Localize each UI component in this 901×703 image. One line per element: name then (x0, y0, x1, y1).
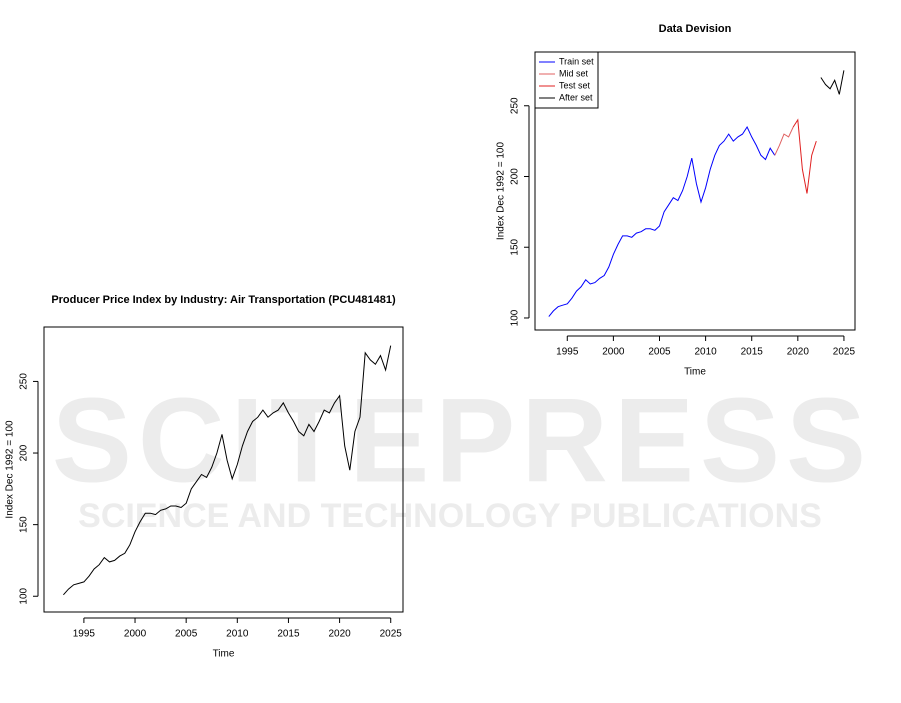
x-tick-label: 2020 (787, 347, 810, 358)
y-tick-label: 150 (510, 238, 521, 255)
legend-label: Mid set (559, 68, 589, 78)
watermark-title: SCITEPRESS (52, 374, 872, 508)
watermark-subtitle: SCIENCE AND TECHNOLOGY PUBLICATIONS (78, 497, 822, 535)
chart-title: Data Devision (659, 23, 732, 35)
plot-frame (43, 326, 404, 613)
legend-label: After set (559, 92, 593, 102)
x-tick-label: 1995 (556, 347, 579, 358)
y-tick-label: 250 (19, 373, 30, 390)
x-tick-label: 2005 (648, 347, 671, 358)
y-tick-label: 150 (19, 516, 30, 533)
series-line (774, 126, 794, 156)
legend-label: Test set (559, 80, 591, 90)
y-axis-label: Index Dec 1992 = 100 (5, 420, 16, 519)
y-tick-label: 200 (19, 444, 30, 461)
x-tick-label: 2005 (175, 629, 198, 640)
x-tick-label: 2000 (602, 347, 625, 358)
legend-label: Train set (559, 56, 594, 66)
x-tick-label: 2015 (277, 629, 300, 640)
x-tick-label: 2020 (328, 629, 351, 640)
series-line (63, 345, 392, 596)
legend-box (534, 51, 599, 109)
x-tick-label: 2025 (380, 629, 403, 640)
series-line (548, 125, 776, 317)
x-tick-label: 2010 (226, 629, 249, 640)
y-tick-label: 200 (510, 168, 521, 185)
y-tick-label: 250 (510, 97, 521, 114)
x-tick-label: 2015 (741, 347, 764, 358)
y-tick-label: 100 (19, 587, 30, 604)
x-tick-label: 2025 (833, 347, 856, 358)
x-tick-label: 2010 (694, 347, 717, 358)
x-tick-label: 2000 (124, 629, 147, 640)
y-tick-label: 100 (510, 309, 521, 326)
x-axis-label: Time (213, 649, 235, 660)
y-axis-label: Index Dec 1992 = 100 (496, 142, 507, 241)
plot-frame (534, 51, 856, 331)
series-line (792, 118, 817, 194)
chart-title: Producer Price Index by Industry: Air Tr… (51, 294, 396, 306)
series-line (820, 70, 845, 95)
x-axis-label: Time (684, 367, 706, 378)
x-tick-label: 1995 (73, 629, 96, 640)
